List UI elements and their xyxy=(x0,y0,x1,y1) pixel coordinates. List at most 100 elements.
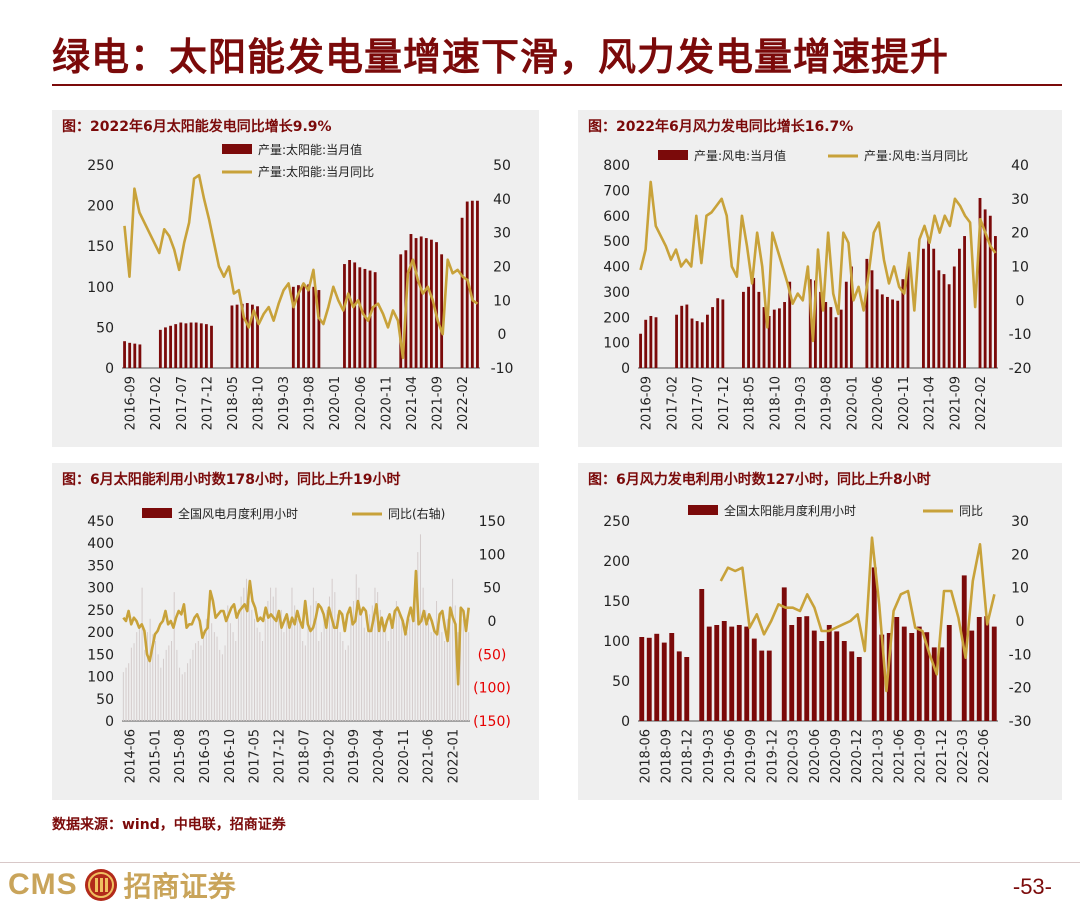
y-left-tick-label: 50 xyxy=(96,320,114,336)
bar xyxy=(385,632,387,721)
y-right-tick-label: 40 xyxy=(1011,158,1029,174)
y-left-tick-label: 600 xyxy=(603,209,630,225)
cms-logo: CMS 招商证券 xyxy=(8,868,236,903)
chart-panel-wind-output: 图：2022年6月风力发电同比增长16.7% 0 100 200 300 400 500 6… xyxy=(578,110,1062,447)
bar xyxy=(766,650,772,721)
bar xyxy=(192,649,194,721)
bar xyxy=(886,296,889,368)
y-left-tick-label: 300 xyxy=(87,581,114,597)
bar xyxy=(199,323,203,368)
y-left-tick-label: 100 xyxy=(603,634,630,650)
bar xyxy=(195,643,197,721)
bar xyxy=(646,637,652,721)
bar xyxy=(339,632,341,721)
bar xyxy=(991,626,997,721)
bar xyxy=(841,641,847,721)
x-tick-label: 2016-10 xyxy=(223,729,238,783)
legend: 全国太阳能月度利用小时 同比 xyxy=(688,503,983,518)
x-tick-label: 2015-08 xyxy=(173,729,188,783)
bar xyxy=(205,618,207,721)
bar xyxy=(896,300,900,368)
y-right-tick-label: -10 xyxy=(1009,327,1032,343)
bar xyxy=(189,658,191,721)
bar xyxy=(267,601,269,721)
bar xyxy=(409,234,413,368)
bar xyxy=(875,289,879,368)
bar xyxy=(729,626,735,721)
bar xyxy=(721,621,727,721)
line-series xyxy=(639,180,997,343)
bar xyxy=(849,651,855,721)
x-tick-label: 2022-02 xyxy=(456,376,471,430)
chart-svg: 0 50 100 150 200 250 300 350 400 450 (150) (100) (50… xyxy=(87,506,511,783)
bar xyxy=(932,248,936,368)
x-tick-label: 2020-04 xyxy=(372,729,387,783)
bar xyxy=(685,304,689,368)
bar xyxy=(299,623,301,721)
bar xyxy=(403,623,405,721)
x-tick-label: 2018-07 xyxy=(297,729,312,783)
y-left-tick-label: 300 xyxy=(603,285,630,301)
y-right-tick-label: 40 xyxy=(493,192,511,208)
bar xyxy=(916,626,922,721)
x-tick-label: 2018-12 xyxy=(681,729,696,783)
y-left-tick-label: 100 xyxy=(87,670,114,686)
bar xyxy=(947,284,951,368)
bar xyxy=(406,632,408,721)
bar xyxy=(700,322,704,368)
x-tick-label: 2021-06 xyxy=(892,729,907,783)
bar-series xyxy=(122,534,470,721)
bar xyxy=(144,649,146,721)
bar xyxy=(204,324,208,368)
x-tick-label: 2018-10 xyxy=(252,376,267,430)
y-left-tick-label: 250 xyxy=(603,514,630,530)
bar xyxy=(373,272,377,368)
bar xyxy=(470,200,474,368)
bar xyxy=(229,623,231,721)
bar xyxy=(256,627,258,721)
bar xyxy=(639,637,645,721)
bar xyxy=(909,633,915,721)
bar-series xyxy=(639,197,997,369)
bar xyxy=(762,307,766,368)
bar xyxy=(283,632,285,721)
x-tick-label: 2020-12 xyxy=(850,729,865,783)
legend-line-label: 同比 xyxy=(959,504,983,518)
legend-bar-label: 全国太阳能月度利用小时 xyxy=(724,503,856,518)
bar xyxy=(829,307,833,368)
footer-divider xyxy=(0,862,1080,863)
bar xyxy=(430,239,433,368)
bar xyxy=(128,342,132,368)
bar xyxy=(251,304,254,368)
bar xyxy=(922,248,925,368)
y-left-tick-label: 200 xyxy=(87,625,114,641)
x-tick-label: 2017-02 xyxy=(665,376,680,430)
bar xyxy=(184,323,188,368)
bar xyxy=(286,618,288,721)
bar xyxy=(179,322,183,368)
bar xyxy=(348,260,351,368)
bar xyxy=(216,636,218,721)
y-left-tick-label: 100 xyxy=(603,336,630,352)
bar xyxy=(699,589,705,721)
bar xyxy=(811,630,817,721)
x-tick-label: 2020-11 xyxy=(379,376,394,430)
logo-chinese-name: 招商证券 xyxy=(123,870,236,903)
y-right-tick-label: (50) xyxy=(478,647,507,663)
legend: 全国风电月度利用小时 同比(右轴) xyxy=(142,506,445,521)
y-left-tick-label: 250 xyxy=(87,603,114,619)
bar xyxy=(294,605,296,721)
y-right-tick-label: 30 xyxy=(1011,514,1029,530)
bar xyxy=(894,617,900,721)
bar xyxy=(189,322,193,368)
x-tick-label: 2021-09 xyxy=(431,376,446,430)
y-right-tick-label: 20 xyxy=(493,260,511,276)
bar xyxy=(259,632,261,721)
y-left-tick-label: 350 xyxy=(87,558,114,574)
x-tick-label: 2021-04 xyxy=(923,376,938,430)
bar xyxy=(355,574,357,721)
bar xyxy=(245,578,247,721)
bar xyxy=(272,596,274,721)
bar xyxy=(654,633,660,721)
bar xyxy=(706,314,709,368)
